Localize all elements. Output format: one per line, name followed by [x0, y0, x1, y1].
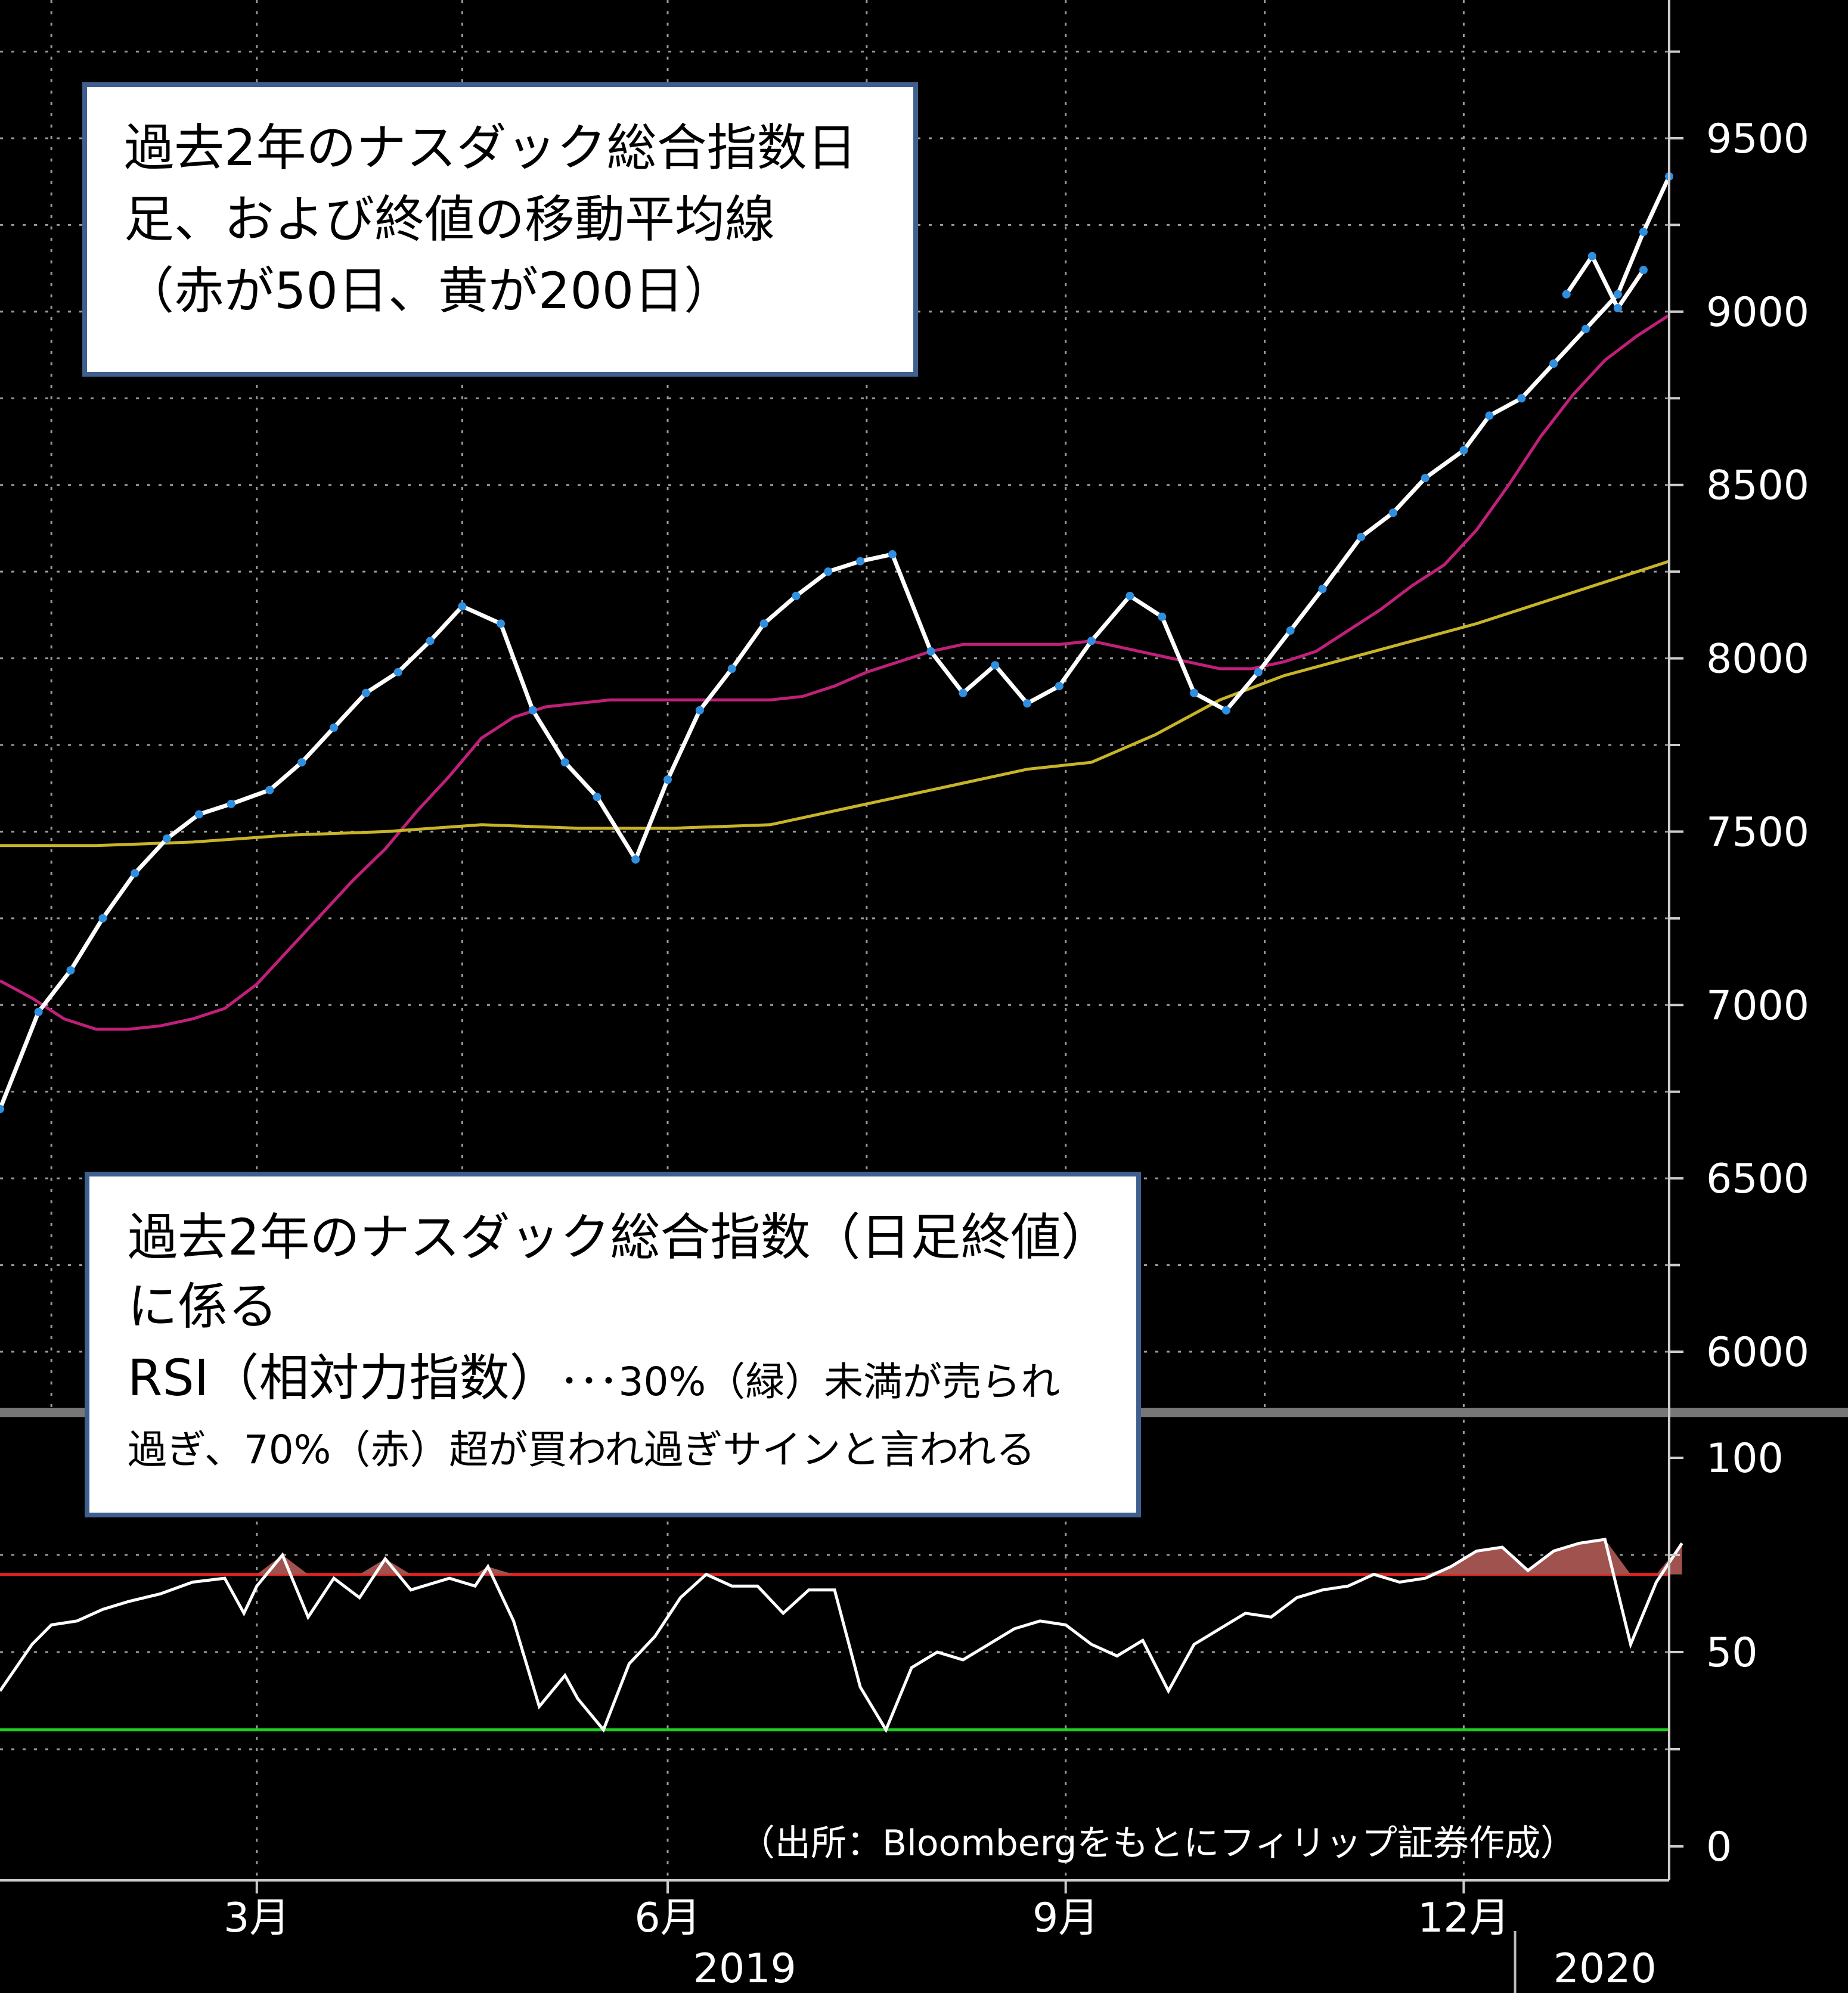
- price-point: [393, 668, 402, 676]
- x-tick-label: 12月: [1418, 1895, 1510, 1942]
- rsi-line: [0, 1538, 1683, 1733]
- price-point: [528, 706, 537, 715]
- moving-average-line: [0, 560, 1670, 848]
- y-tick-label: 7500: [1706, 809, 1809, 856]
- price-point: [856, 557, 865, 566]
- rsi-threshold-note: ･･･30%（緑）未満が売られ: [559, 1359, 1061, 1405]
- annotation-line: 過去2年のナスダック総合指数日: [124, 119, 857, 177]
- price-point: [194, 810, 203, 819]
- y-tick-label: 7000: [1706, 982, 1809, 1029]
- price-point: [330, 723, 338, 732]
- price-point: [1639, 228, 1648, 237]
- rsi-y-tick-label: 0: [1706, 1824, 1732, 1871]
- annotation-line: （赤が50日、黄が200日）: [124, 262, 734, 320]
- price-point: [593, 793, 601, 802]
- price-point: [1562, 290, 1571, 299]
- price-point: [560, 758, 569, 767]
- y-tick-label: 8000: [1706, 636, 1809, 683]
- price-point: [792, 591, 801, 600]
- ma-annotation-box: 過去2年のナスダック総合指数日 足、および終値の移動平均線 （赤が50日、黄が2…: [82, 82, 918, 377]
- price-point: [1357, 532, 1366, 541]
- annotation-line: RSI（相対力指数）･･･30%（緑）未満が売られ: [128, 1341, 1136, 1419]
- price-point: [959, 688, 968, 697]
- price-point: [1087, 637, 1096, 645]
- price-point: [426, 637, 435, 645]
- price-point: [497, 619, 505, 628]
- source-note: （出所：Bloombergをもとにフィリップ証券作成）: [739, 1823, 1576, 1864]
- price-point: [297, 758, 306, 767]
- price-point: [1582, 324, 1590, 333]
- price-point: [1023, 699, 1032, 708]
- price-point: [1125, 591, 1134, 600]
- rsi-y-tick-label: 50: [1706, 1629, 1758, 1677]
- y-tick-label: 9500: [1706, 116, 1809, 163]
- price-point: [66, 966, 75, 975]
- price-point: [1485, 411, 1494, 420]
- rsi-y-tick-label: 100: [1706, 1435, 1784, 1482]
- rsi-annotation-box: 過去2年のナスダック総合指数（日足終値） に係る RSI（相対力指数）･･･30…: [85, 1172, 1141, 1517]
- price-line: [1520, 175, 1672, 400]
- price-point: [1587, 252, 1596, 260]
- price-point: [34, 1007, 43, 1016]
- price-point: [1639, 266, 1648, 275]
- price-point: [1190, 688, 1199, 697]
- price-point: [888, 550, 897, 559]
- price-point: [265, 786, 274, 794]
- price-point: [1459, 446, 1468, 455]
- price-point: [695, 706, 704, 715]
- price-point: [1388, 508, 1397, 517]
- x-year-label: 2019: [693, 1945, 796, 1992]
- price-point: [131, 869, 139, 878]
- y-tick-label: 8500: [1706, 462, 1809, 510]
- price-point: [361, 688, 370, 697]
- rsi-title: RSI（相対力指数）: [128, 1349, 560, 1407]
- price-point: [98, 914, 107, 923]
- price-point: [1421, 474, 1430, 483]
- y-tick-label: 9000: [1706, 289, 1809, 336]
- price-point: [458, 602, 467, 611]
- moving-average-line: [0, 313, 1670, 1031]
- rsi-overbought-fill: [0, 1539, 1682, 1575]
- annotation-line: 過去2年のナスダック総合指数（日足終値）: [128, 1208, 1111, 1266]
- price-point: [0, 1104, 4, 1113]
- annotation-line: 足、および終値の移動平均線: [124, 190, 776, 249]
- price-point: [1318, 585, 1327, 594]
- annotation-line: 過ぎ、70%（赤）超が買われ過ぎサインと言われる: [128, 1427, 1035, 1473]
- price-point: [1286, 626, 1295, 635]
- price-point: [1254, 668, 1263, 676]
- price-point: [1221, 706, 1230, 715]
- price-point: [163, 834, 171, 843]
- price-point: [1613, 290, 1622, 299]
- price-point: [991, 661, 1000, 670]
- x-tick-label: 6月: [634, 1895, 700, 1942]
- annotation-line: に係る: [128, 1277, 278, 1336]
- price-point: [1613, 304, 1622, 313]
- x-tick-label: 3月: [224, 1895, 290, 1942]
- price-line: [1564, 252, 1645, 312]
- x-tick-label: 9月: [1032, 1895, 1099, 1942]
- price-point: [663, 775, 672, 784]
- y-tick-label: 6500: [1706, 1156, 1809, 1203]
- price-point: [727, 665, 736, 673]
- price-point: [1158, 612, 1167, 621]
- price-point: [1055, 682, 1063, 691]
- price-point: [1517, 394, 1526, 403]
- price-point: [759, 619, 768, 628]
- y-tick-label: 6000: [1706, 1329, 1809, 1376]
- price-point: [227, 799, 235, 808]
- price-point: [926, 647, 935, 656]
- price-point: [631, 855, 640, 864]
- price-point: [824, 567, 833, 576]
- x-year-label: 2020: [1554, 1945, 1657, 1992]
- price-point: [1549, 359, 1558, 368]
